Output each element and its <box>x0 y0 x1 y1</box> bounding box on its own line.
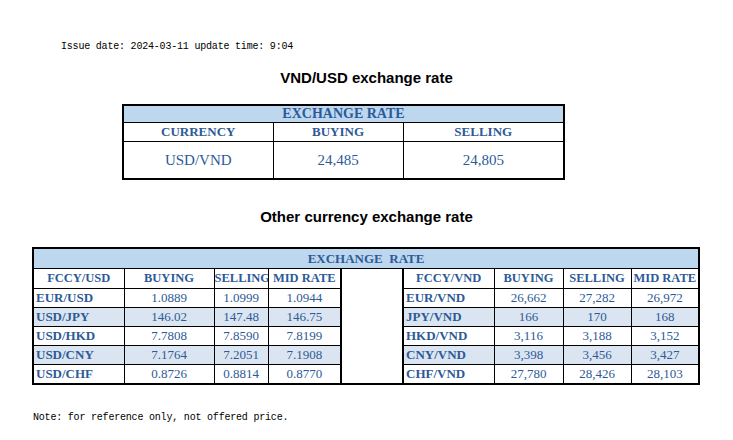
exchange-rate-banner: EXCHANGE RATE <box>33 248 699 269</box>
buying-rate-cell: 3,116 <box>494 327 563 346</box>
currency-pair-cell: USD/HKD <box>33 327 124 346</box>
column-header-selling: SELLING <box>403 123 564 142</box>
currency-pair-cell: USD/JPY <box>33 308 124 327</box>
vnd-usd-table-title: VND/USD exchange rate <box>0 69 733 86</box>
column-header-buying: BUYING <box>273 123 403 142</box>
mid-rate-cell: 1.0944 <box>268 289 341 308</box>
selling-rate-cell: 24,805 <box>403 142 564 180</box>
currency-pair-cell: USD/CHF <box>33 365 124 385</box>
selling-rate-cell: 170 <box>563 308 631 327</box>
selling-rate-cell: 27,282 <box>563 289 631 308</box>
column-header-row: FCCY/USD BUYING SELLING MID RATE FCCY/VN… <box>33 269 699 289</box>
buying-rate-cell: 7.7808 <box>124 327 214 346</box>
buying-rate-cell: 1.0889 <box>124 289 214 308</box>
selling-rate-cell: 3,188 <box>563 327 631 346</box>
buying-rate-cell: 7.1764 <box>124 346 214 365</box>
buying-rate-cell: 3,398 <box>494 346 563 365</box>
table-header-row: EXCHANGE RATE <box>123 105 564 123</box>
mid-rate-cell: 146.75 <box>268 308 341 327</box>
currency-pair-cell: HKD/VND <box>403 327 494 346</box>
selling-rate-cell: 3,456 <box>563 346 631 365</box>
buying-rate-cell: 0.8726 <box>124 365 214 385</box>
currency-pair-cell: CNY/VND <box>403 346 494 365</box>
mid-rate-cell: 168 <box>631 308 699 327</box>
column-header-row: CURRENCY BUYING SELLING <box>123 123 564 142</box>
mid-rate-cell: 3,427 <box>631 346 699 365</box>
other-currency-table-title: Other currency exchange rate <box>0 208 733 225</box>
currency-pair-cell: EUR/VND <box>403 289 494 308</box>
currency-pair-cell: JPY/VND <box>403 308 494 327</box>
currency-pair-cell: USD/CNY <box>33 346 124 365</box>
currency-pair-cell: EUR/USD <box>33 289 124 308</box>
currency-pair-cell: CHF/VND <box>403 365 494 385</box>
column-header-selling-left: SELLING <box>214 269 268 289</box>
other-currency-rate-table: EXCHANGE RATE FCCY/USD BUYING SELLING MI… <box>32 247 700 385</box>
column-header-fccy-vnd: FCCY/VND <box>403 269 494 289</box>
issue-date-line: Issue date: 2024-03-11 update time: 9:04 <box>61 41 293 52</box>
table-gap-spacer <box>341 269 403 385</box>
mid-rate-cell: 28,103 <box>631 365 699 385</box>
column-header-midrate-left: MID RATE <box>268 269 341 289</box>
buying-rate-cell: 24,485 <box>273 142 403 180</box>
selling-rate-cell: 7.2051 <box>214 346 268 365</box>
note-line: Note: for reference only, not offered pr… <box>33 412 288 423</box>
buying-rate-cell: 27,780 <box>494 365 563 385</box>
selling-rate-cell: 0.8814 <box>214 365 268 385</box>
vnd-usd-rate-table: EXCHANGE RATE CURRENCY BUYING SELLING US… <box>122 104 565 180</box>
buying-rate-cell: 146.02 <box>124 308 214 327</box>
column-header-buying-left: BUYING <box>124 269 214 289</box>
column-header-buying-right: BUYING <box>494 269 563 289</box>
mid-rate-cell: 0.8770 <box>268 365 341 385</box>
selling-rate-cell: 7.8590 <box>214 327 268 346</box>
column-header-currency: CURRENCY <box>123 123 273 142</box>
mid-rate-cell: 26,972 <box>631 289 699 308</box>
mid-rate-cell: 7.8199 <box>268 327 341 346</box>
buying-rate-cell: 166 <box>494 308 563 327</box>
column-header-midrate-right: MID RATE <box>631 269 699 289</box>
exchange-rate-notice-page: Issue date: 2024-03-11 update time: 9:04… <box>0 0 733 440</box>
column-header-selling-right: SELLING <box>563 269 631 289</box>
buying-rate-cell: 26,662 <box>494 289 563 308</box>
mid-rate-cell: 7.1908 <box>268 346 341 365</box>
column-header-fccy-usd: FCCY/USD <box>33 269 124 289</box>
mid-rate-cell: 3,152 <box>631 327 699 346</box>
selling-rate-cell: 1.0999 <box>214 289 268 308</box>
currency-pair-cell: USD/VND <box>123 142 273 180</box>
selling-rate-cell: 28,426 <box>563 365 631 385</box>
table-row: USD/VND 24,485 24,805 <box>123 142 564 180</box>
table-header-row: EXCHANGE RATE <box>33 248 699 269</box>
exchange-rate-banner: EXCHANGE RATE <box>123 105 564 123</box>
selling-rate-cell: 147.48 <box>214 308 268 327</box>
